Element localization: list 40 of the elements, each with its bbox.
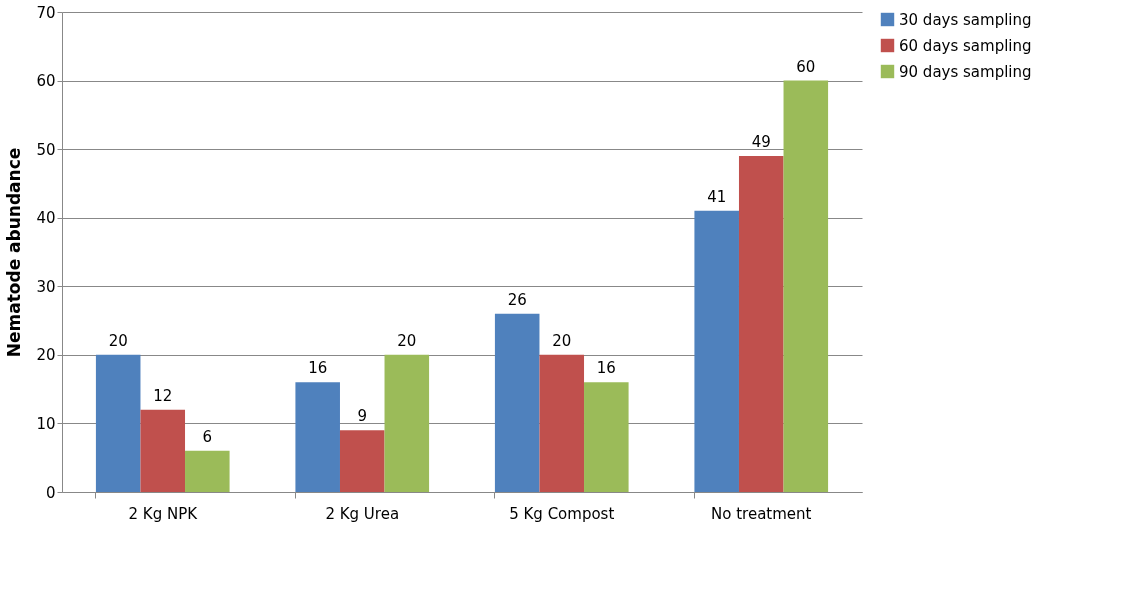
bar [738, 156, 784, 492]
data-label: 20 [108, 331, 128, 350]
data-label: 9 [357, 407, 368, 426]
bar [95, 354, 141, 492]
data-label: 20 [552, 331, 572, 350]
x-tick-label: 2 Kg NPK [128, 504, 199, 523]
bar [295, 382, 340, 492]
legend-label: 60 days sampling [899, 36, 1032, 55]
bar [694, 210, 739, 492]
bar [494, 313, 540, 492]
x-tick-label: 2 Kg Urea [325, 504, 400, 523]
y-tick-label: 10 [36, 414, 56, 433]
data-label: 20 [397, 331, 417, 350]
y-axis-title: Nematode abundance [4, 147, 25, 358]
bar [384, 354, 430, 492]
y-tick-label: 60 [36, 72, 56, 91]
data-label: 6 [202, 427, 213, 446]
y-tick-label: 20 [36, 346, 56, 365]
bar [140, 409, 186, 492]
data-label: 16 [308, 359, 328, 378]
data-label: 41 [707, 187, 727, 206]
y-tick-label: 40 [36, 209, 56, 228]
bar [339, 430, 385, 492]
data-label: 26 [507, 290, 527, 309]
bar [783, 80, 829, 492]
y-tick-label: 50 [36, 140, 56, 159]
bar [185, 450, 230, 492]
data-label: 16 [596, 359, 616, 378]
legend-label: 30 days sampling [899, 10, 1032, 29]
y-tick-label: 70 [36, 3, 56, 22]
data-label: 12 [153, 386, 173, 405]
legend-label: 90 days sampling [899, 62, 1032, 81]
x-tick-label: No treatment [711, 504, 812, 523]
bar [539, 354, 585, 492]
y-tick-label: 30 [36, 277, 56, 296]
bar [584, 382, 629, 492]
data-label: 60 [796, 57, 816, 76]
y-tick-label: 0 [45, 483, 56, 502]
x-tick-label: 5 Kg Compost [509, 504, 615, 523]
data-label: 49 [751, 133, 771, 151]
